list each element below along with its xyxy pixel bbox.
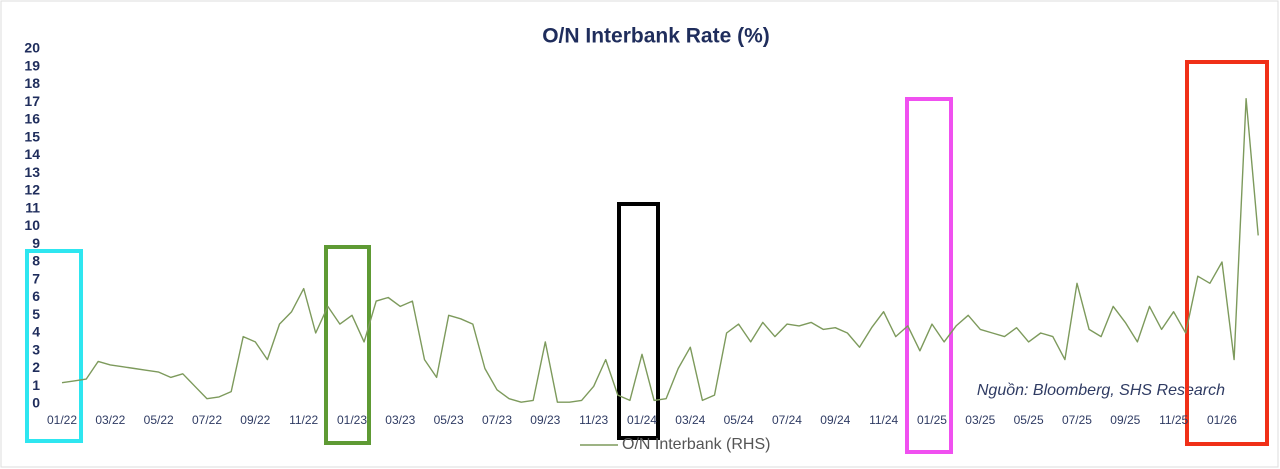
data-line [61, 98, 1259, 403]
x-tick-label: 07/23 [482, 413, 512, 427]
x-tick-label: 09/23 [530, 413, 560, 427]
x-tick-label: 11/24 [869, 413, 898, 427]
y-tick-label: 12 [24, 182, 40, 198]
y-tick-label: 2 [32, 359, 40, 375]
x-tick-label: 11/23 [579, 413, 608, 427]
y-tick-label: 4 [32, 324, 40, 340]
x-tick-label: 07/24 [772, 413, 802, 427]
y-tick-label: 3 [32, 341, 40, 357]
highlight-box [617, 202, 660, 440]
x-tick-label: 09/22 [240, 413, 270, 427]
source-note: Nguồn: Bloomberg, SHS Research [977, 382, 1225, 399]
x-tick-label: 03/25 [965, 413, 995, 427]
x-tick-label: 07/25 [1062, 413, 1092, 427]
y-tick-label: 13 [24, 164, 40, 180]
y-tick-label: 8 [32, 253, 40, 269]
y-tick-label: 20 [24, 40, 40, 56]
x-tick-label: 05/24 [724, 413, 754, 427]
y-tick-label: 7 [32, 270, 40, 286]
y-tick-label: 6 [32, 288, 40, 304]
highlight-box [324, 245, 371, 445]
x-tick-label: 01/25 [917, 413, 947, 427]
x-tick-label: 09/24 [820, 413, 850, 427]
y-tick-label: 5 [32, 306, 40, 322]
x-tick-label: 05/23 [434, 413, 464, 427]
x-tick-label: 11/25 [1159, 413, 1188, 427]
y-tick-label: 0 [32, 395, 40, 411]
chart-title: O/N Interbank Rate (%) [542, 25, 770, 48]
x-tick-label: 01/24 [627, 413, 657, 427]
x-tick-label: 11/22 [289, 413, 318, 427]
y-tick-label: 10 [24, 217, 40, 233]
y-tick-label: 14 [24, 146, 40, 162]
highlight-box [1185, 60, 1269, 446]
x-tick-label: 07/22 [192, 413, 222, 427]
x-tick-label: 03/24 [675, 413, 705, 427]
y-tick-label: 15 [24, 128, 40, 144]
x-tick-label: 05/22 [144, 413, 174, 427]
x-tick-label: 05/25 [1014, 413, 1044, 427]
y-tick-label: 17 [24, 93, 40, 109]
x-tick-label: 09/25 [1110, 413, 1140, 427]
y-tick-label: 1 [32, 377, 40, 393]
y-tick-label: 11 [25, 199, 40, 215]
x-tick-label: 01/23 [337, 413, 367, 427]
x-tick-label: 03/22 [95, 413, 125, 427]
legend-label: O/N Interbank (RHS) [622, 436, 770, 453]
x-tick-label: 03/23 [385, 413, 415, 427]
highlight-box [25, 249, 83, 443]
y-tick-label: 9 [32, 235, 40, 251]
y-tick-label: 19 [24, 57, 40, 73]
x-tick-label: 01/26 [1207, 413, 1237, 427]
y-tick-label: 18 [24, 75, 40, 91]
highlight-box [905, 97, 953, 454]
y-tick-label: 16 [24, 111, 40, 127]
x-tick-label: 01/22 [47, 413, 77, 427]
